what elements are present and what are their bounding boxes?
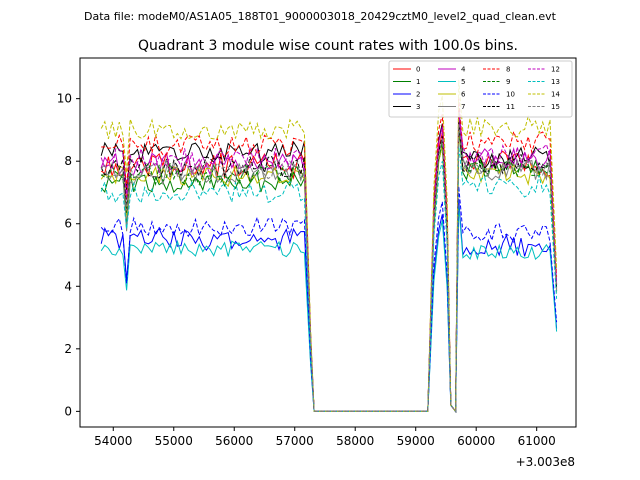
y-tick-label: 4	[64, 279, 72, 293]
legend-label-13: 13	[551, 78, 560, 86]
x-tick-label: 61000	[518, 434, 556, 448]
legend-label-8: 8	[506, 66, 510, 74]
series-line-2	[100, 198, 558, 413]
series-line-15	[100, 123, 558, 413]
x-tick-label: 57000	[276, 434, 314, 448]
series-line-12	[100, 111, 558, 413]
x-tick-label: 54000	[94, 434, 132, 448]
plot-area	[80, 58, 576, 427]
legend-label-12: 12	[551, 66, 560, 74]
y-tick-label: 8	[64, 154, 72, 168]
x-tick-label: 60000	[457, 434, 495, 448]
x-tick-label: 55000	[155, 434, 193, 448]
legend-label-9: 9	[506, 78, 510, 86]
series-line-5	[100, 204, 558, 413]
y-tick-label: 6	[64, 217, 72, 231]
x-axis: 54000 55000 56000 57000 58000 59000 60000 61000	[94, 427, 556, 448]
x-tick-label: 56000	[215, 434, 253, 448]
series-line-10	[100, 186, 558, 413]
series-line-4	[100, 111, 558, 413]
y-tick-label: 10	[57, 92, 72, 106]
series-layer	[100, 79, 558, 413]
legend-label-1: 1	[416, 78, 420, 86]
series-line-3	[100, 107, 558, 413]
series-line-6	[100, 129, 558, 413]
plot-frame	[79, 57, 577, 428]
series-line-14	[100, 79, 558, 413]
x-offset-label: +3.003e8	[516, 455, 575, 469]
legend-label-0: 0	[416, 66, 420, 74]
x-tick-label: 58000	[336, 434, 374, 448]
series-line-8	[101, 98, 558, 413]
x-tick-label: 59000	[397, 434, 435, 448]
series-line-13	[100, 145, 558, 413]
y-tick-label: 0	[64, 404, 72, 418]
legend-label-2: 2	[416, 91, 420, 99]
y-tick-label: 2	[64, 342, 72, 356]
legend-box	[388, 60, 573, 118]
legend-label-4: 4	[461, 66, 466, 74]
legend-label-6: 6	[461, 91, 466, 99]
figure-suptitle: Data file: modeM0/AS1A05_188T01_90000030…	[84, 10, 557, 23]
legend-label-14: 14	[551, 91, 560, 99]
chart-title: Quadrant 3 module wise count rates with …	[138, 38, 518, 54]
legend-label-3: 3	[416, 103, 420, 111]
legend-label-7: 7	[461, 103, 465, 111]
series-line-1	[100, 129, 558, 413]
legend-label-10: 10	[506, 91, 515, 99]
legend-label-15: 15	[551, 103, 560, 111]
legend-label-11: 11	[506, 103, 515, 111]
legend-label-5: 5	[461, 78, 465, 86]
y-axis: 0 2 4 6 8 10	[57, 92, 80, 418]
